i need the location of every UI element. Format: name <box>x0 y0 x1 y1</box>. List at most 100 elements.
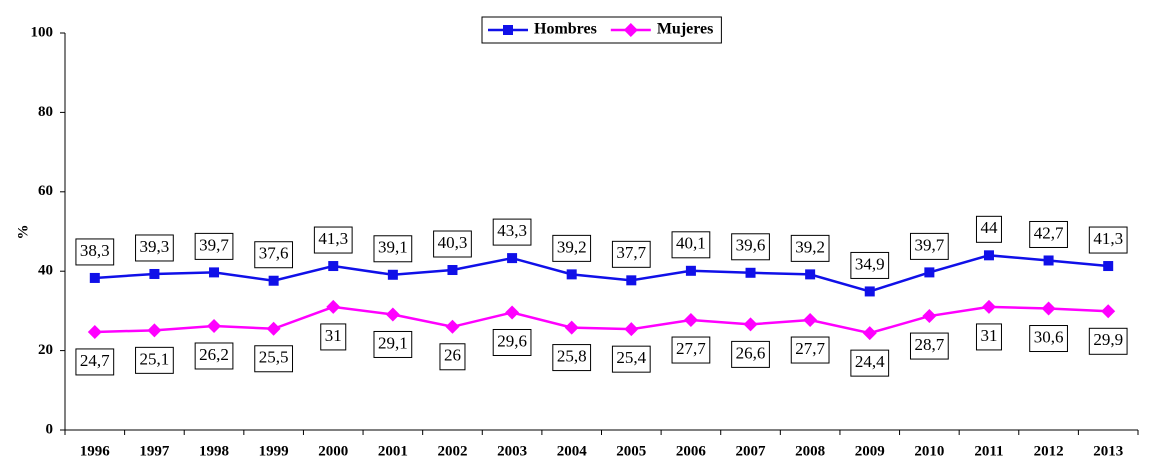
data-label: 39,2 <box>557 237 587 256</box>
data-label: 40,1 <box>676 234 706 253</box>
label-box <box>492 328 532 356</box>
data-label: 41,3 <box>1093 229 1123 248</box>
x-tick-label: 1997 <box>139 443 170 459</box>
y-tick-label: 20 <box>38 342 53 358</box>
data-label: 44 <box>980 218 998 237</box>
marker <box>268 275 279 286</box>
label-box <box>373 235 413 263</box>
x-tick-label: 2000 <box>318 443 348 459</box>
label-box <box>320 323 347 351</box>
data-label-box: 31 <box>975 323 1002 351</box>
data-label-box: 39,3 <box>135 234 174 262</box>
data-label: 40,3 <box>438 233 468 252</box>
x-tick-label: 2009 <box>855 443 885 459</box>
data-label: 27,7 <box>795 339 825 358</box>
data-label: 29,1 <box>378 333 408 352</box>
label-box <box>975 215 1002 243</box>
x-tick-label: 2006 <box>676 443 707 459</box>
data-label: 29,9 <box>1093 330 1123 349</box>
data-label: 39,7 <box>199 235 229 254</box>
marker <box>743 317 758 332</box>
label-box <box>611 240 651 268</box>
marker <box>328 261 339 272</box>
marker <box>564 320 579 335</box>
data-label: 39,6 <box>736 236 766 255</box>
label-box <box>313 226 353 254</box>
data-label-box: 29,6 <box>492 328 532 356</box>
label-box <box>75 238 115 266</box>
data-label: 38,3 <box>80 241 110 260</box>
marker <box>983 250 994 261</box>
y-tick-label: 80 <box>38 104 53 120</box>
marker <box>624 322 639 337</box>
marker <box>507 253 518 264</box>
data-label-box: 27,7 <box>790 336 830 364</box>
label-box <box>1088 226 1128 254</box>
x-tick-label: 2005 <box>616 443 646 459</box>
marker <box>862 326 877 341</box>
marker <box>505 305 520 320</box>
marker <box>566 269 577 280</box>
label-box <box>194 342 234 370</box>
x-tick-label: 2004 <box>557 443 588 459</box>
series-line <box>94 305 1109 335</box>
data-label: 26,2 <box>199 345 229 364</box>
y-tick-label: 60 <box>38 183 53 199</box>
data-label: 24,7 <box>80 351 110 370</box>
marker <box>149 268 160 279</box>
marker <box>147 323 162 338</box>
marker <box>803 313 818 328</box>
label-box <box>671 336 711 364</box>
x-tick-label: 2001 <box>378 443 408 459</box>
y-tick-label: 40 <box>38 263 53 279</box>
label-box <box>790 336 830 364</box>
data-label: 25,8 <box>557 346 587 365</box>
marker <box>447 265 458 276</box>
legend-marker <box>503 25 513 35</box>
data-label: 28,7 <box>914 335 944 354</box>
label-box <box>439 343 466 371</box>
x-tick-label: 1996 <box>80 443 111 459</box>
label-box <box>75 348 115 376</box>
label-box <box>1029 220 1068 248</box>
data-label: 25,4 <box>616 348 646 367</box>
marker <box>1043 255 1054 266</box>
marker <box>326 299 341 314</box>
legend-label: Mujeres <box>657 21 714 38</box>
data-label-box: 39,2 <box>552 234 592 262</box>
data-label: 29,6 <box>497 331 527 350</box>
label-box <box>552 234 592 262</box>
data-label: 26 <box>444 346 461 365</box>
label-box <box>909 232 949 260</box>
label-box <box>433 230 472 258</box>
x-tick-label: 2008 <box>795 443 825 459</box>
data-label-box: 38,3 <box>75 238 115 266</box>
x-tick-label: 2007 <box>736 443 767 459</box>
data-label-box: 24,4 <box>850 349 890 377</box>
data-label-box: 25,8 <box>552 344 592 372</box>
data-label-box: 26 <box>439 343 466 371</box>
label-box <box>492 218 532 246</box>
legend-label: Hombres <box>534 21 597 38</box>
label-box <box>731 233 770 261</box>
label-box <box>790 234 830 262</box>
data-label-box: 40,3 <box>433 230 472 258</box>
legend-marker <box>623 23 638 37</box>
data-label: 31 <box>325 326 342 345</box>
data-label: 24,4 <box>855 352 885 371</box>
x-tick-label: 2003 <box>497 443 527 459</box>
label-box <box>254 241 294 269</box>
marker <box>1041 301 1056 316</box>
label-box <box>1088 327 1128 355</box>
x-tick-label: 2010 <box>914 443 944 459</box>
data-label: 31 <box>980 326 997 345</box>
data-label: 42,7 <box>1034 223 1064 242</box>
data-label-box: 37,7 <box>611 240 651 268</box>
marker <box>209 267 220 278</box>
marker <box>1103 261 1114 272</box>
y-axis-label: % <box>15 225 31 240</box>
data-label-box: 39,7 <box>909 232 949 260</box>
y-tick-label: 0 <box>46 421 54 437</box>
label-box <box>135 346 174 374</box>
marker <box>745 267 756 278</box>
